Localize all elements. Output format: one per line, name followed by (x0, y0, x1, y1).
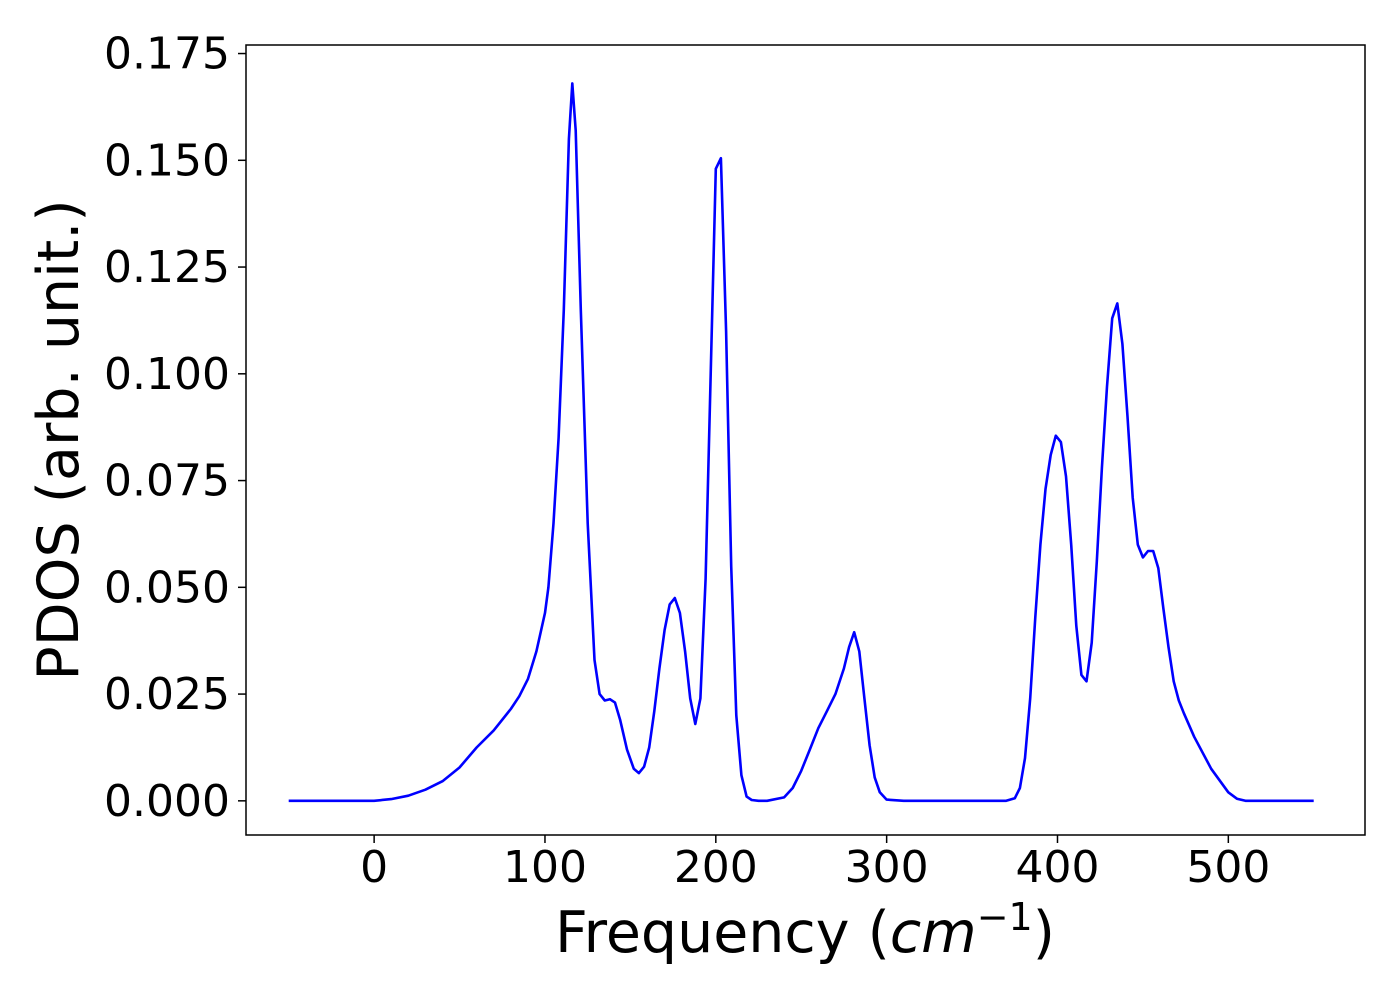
x-tick-label: 0 (360, 842, 388, 893)
x-tick-label: 200 (674, 842, 758, 893)
y-tick-label: 0.150 (104, 135, 230, 186)
x-tick-label: 500 (1186, 842, 1270, 893)
axes-frame (245, 44, 1366, 836)
plot-area (288, 82, 1314, 803)
y-tick-label: 0.075 (104, 456, 230, 507)
y-axis-ticks: 0.000 0.025 0.050 0.075 0.100 0.125 0.150 0.175 (104, 29, 246, 827)
y-tick-label: 0.025 (104, 669, 230, 720)
pdos-series-line-0 (288, 82, 1314, 803)
x-axis-ticks: 0 100 200 300 400 500 (360, 835, 1270, 893)
y-tick-label: 0.050 (104, 562, 230, 613)
y-tick-label: 0.175 (104, 29, 230, 80)
x-tick-label: 100 (503, 842, 587, 893)
x-axis-label: Frequency (cm−1) (555, 895, 1055, 966)
y-tick-label: 0.100 (104, 349, 230, 400)
y-tick-label: 0.000 (104, 776, 230, 827)
y-tick-label: 0.125 (104, 242, 230, 293)
y-axis-label: PDOS (arb. unit.) (26, 199, 92, 680)
x-tick-label: 400 (1015, 842, 1099, 893)
x-tick-label: 300 (845, 842, 929, 893)
